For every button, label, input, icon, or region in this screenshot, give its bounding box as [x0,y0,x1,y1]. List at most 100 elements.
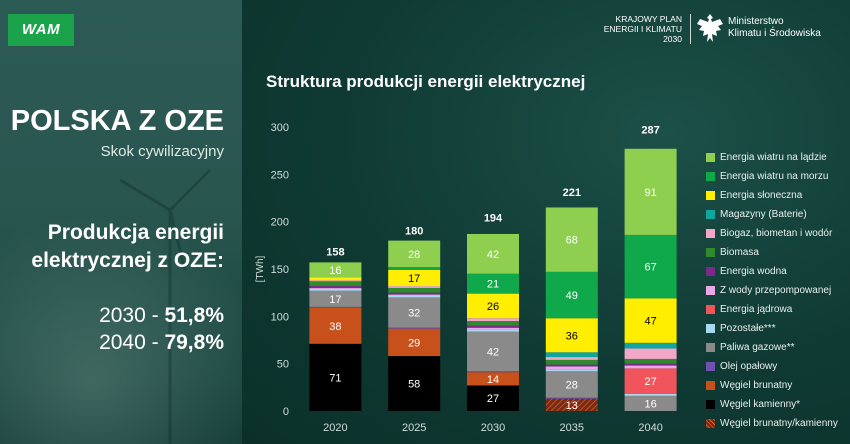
bar-segment [388,295,441,298]
bar-segment [388,267,441,270]
legend-item: Biomasa [706,243,848,262]
bar-segment [624,342,677,349]
bars [309,148,677,411]
data-label: 68 [566,235,578,247]
bar-segment [388,356,441,411]
bar-segment [309,343,362,411]
x-tick-label: 2025 [402,422,426,434]
bar-segment [545,318,598,353]
bar-segment [309,290,362,307]
legend-item: Węgiel kamienny* [706,395,848,414]
ministry-line-1: Ministerstwo [728,16,784,27]
legend-label: Energia wiatru na morzu [720,171,829,182]
y-tick-label: 50 [277,359,289,371]
bar-segment [545,397,598,399]
legend-item: Energia słoneczna [706,186,848,205]
bar-segment [388,328,441,357]
bar-segment [309,281,362,287]
share-2030-year: 2030 [99,304,146,327]
bar-segment [624,365,677,369]
legend-swatch [706,248,715,257]
x-tick-label: 2020 [323,422,347,434]
bar-segment [545,398,598,411]
bar-segment [388,294,441,296]
y-tick-label: 300 [271,122,289,134]
y-axis-label: [TWh] [255,255,266,282]
bar-segment [467,325,519,328]
legend-swatch [706,381,715,390]
bar-segment [545,357,598,360]
legend-swatch [706,286,715,295]
legend-swatch [706,267,715,276]
left-panel: WAM POLSKA Z OZE Skok cywilizacyjny Prod… [0,0,242,444]
data-label: 67 [644,262,656,274]
data-label: 36 [566,330,578,342]
bar-segment [545,207,598,272]
bar-total-label: 287 [641,124,659,136]
bar-segment [309,280,362,282]
legend-swatch [706,191,715,200]
background-glow [0,200,242,444]
kpeik-line-1: KRAJOWY PLAN [615,14,682,24]
data-label: 38 [329,321,341,333]
legend-item: Paliwa gazowe** [706,338,848,357]
legend-label: Olej opałowy [720,361,778,372]
bar-segment [467,327,519,330]
legend-swatch [706,362,715,371]
production-heading-line-1: Produkcja energii [47,221,224,244]
bar-segment [467,372,519,386]
bar-segment [624,234,677,299]
bar-segment [309,262,362,278]
bar-segment [624,358,677,364]
bar-segment [624,348,677,359]
data-label: 27 [644,376,656,388]
kpeik-line-3: 2030 [663,34,682,44]
kpeik-label: KRAJOWY PLAN ENERGII I KLIMATU 2030 [582,14,682,44]
x-tick-label: 2040 [638,422,662,434]
legend-label: Węgiel brunatny/kamienny [720,418,838,429]
bar-segment [388,292,441,295]
bar-segment [545,371,598,398]
legend-item: Magazyny (Baterie) [706,205,848,224]
data-label: 16 [644,398,656,410]
legend-label: Magazyny (Baterie) [720,209,807,220]
legend-item: Energia wodna [706,262,848,281]
legend-label: Energia słoneczna [720,190,803,201]
share-2040-value: 79,8% [164,331,224,354]
page-subtitle: Skok cywilizacyjny [100,143,224,160]
bar-segment [545,366,598,370]
y-axis: 0 50 100 150 200 250 300 [TWh] [255,122,289,418]
legend-item: Pozostałe*** [706,319,848,338]
bar-segment [309,306,362,308]
legend-label: Energia jądrowa [720,304,793,315]
data-label: 16 [329,265,341,277]
data-label: 13 [566,400,578,412]
bar-segment [624,395,677,411]
legend-item: Energia wiatru na morzu [706,167,848,186]
bar-segment [467,233,519,274]
chart-title: Struktura produkcji energii elektrycznej [266,72,586,91]
bar-segment [467,331,519,372]
data-label: 17 [329,294,341,306]
y-tick-label: 150 [271,264,289,276]
page-title: POLSKA Z OZE [10,105,224,137]
legend-swatch [706,419,715,428]
y-tick-label: 100 [271,311,289,323]
legend-label: Z wody przepompowanej [720,285,832,296]
wind-turbine-silhouette [119,168,212,444]
bar-segment [309,307,362,344]
data-label: 17 [408,273,420,285]
legend-swatch [706,172,715,181]
y-tick-label: 200 [271,217,289,229]
bar-segment [545,359,598,365]
bar-segment [388,286,441,288]
bar-segment [545,364,598,367]
share-2040: 2040 - 79,8% [0,331,224,355]
legend-label: Węgiel kamienny* [720,399,801,410]
legend-swatch [706,324,715,333]
bar-segment [545,352,598,358]
bar-segment [467,329,519,332]
x-tick-label: 2035 [560,422,584,434]
header-divider [690,14,691,44]
data-label: 71 [329,372,341,384]
